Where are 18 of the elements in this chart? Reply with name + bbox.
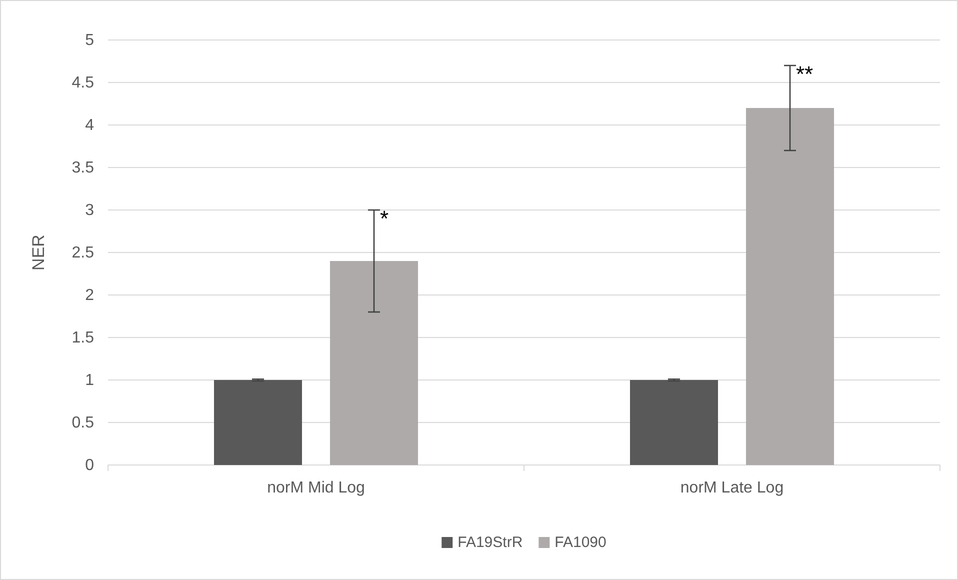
y-axis-title: NER bbox=[29, 234, 48, 270]
y-tick-label: 2 bbox=[85, 287, 94, 304]
y-tick-label: 5 bbox=[85, 32, 94, 50]
y-tick-label: 1.5 bbox=[72, 330, 94, 347]
y-tick-label: 0 bbox=[85, 457, 94, 474]
y-tick-label: 1 bbox=[85, 372, 94, 390]
y-tick-label: 2.5 bbox=[72, 244, 94, 262]
y-tick-label: 3.5 bbox=[72, 160, 94, 177]
y-tick-label: 4.5 bbox=[72, 74, 94, 92]
legend-label: FA19StrR bbox=[458, 534, 523, 551]
y-tick-label: 0.5 bbox=[72, 414, 94, 432]
annotation: ** bbox=[796, 62, 814, 86]
annotation: * bbox=[380, 206, 389, 231]
x-tick-label: norM Mid Log bbox=[267, 479, 365, 496]
x-tick-label: norM Late Log bbox=[680, 479, 784, 496]
y-tick-label: 3 bbox=[85, 202, 94, 220]
legend-label: FA1090 bbox=[554, 534, 606, 551]
y-tick-label: 4 bbox=[85, 117, 94, 134]
